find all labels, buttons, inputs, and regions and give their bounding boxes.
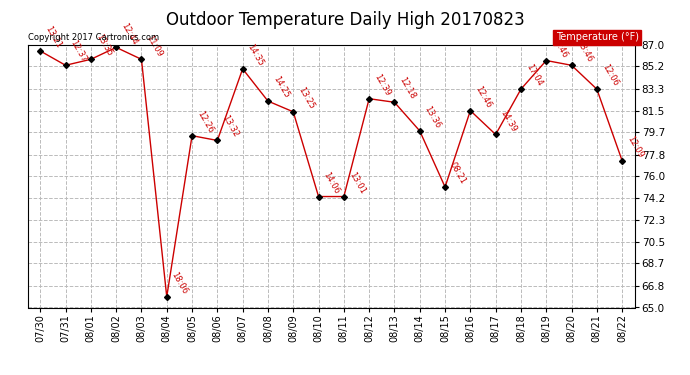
Text: 13:21: 13:21 — [43, 25, 63, 50]
Text: 13:01: 13:01 — [347, 170, 366, 195]
Text: 14:39: 14:39 — [499, 108, 518, 133]
Text: 18:06: 18:06 — [170, 270, 190, 296]
Text: 14:06: 14:06 — [322, 170, 342, 195]
Text: 13:46: 13:46 — [575, 39, 594, 64]
Text: 12:26: 12:26 — [195, 109, 215, 135]
Text: 13:36: 13:36 — [423, 104, 443, 130]
Text: 12:37: 12:37 — [68, 39, 88, 64]
Text: 12:44: 12:44 — [119, 21, 139, 46]
Text: Temperature (°F): Temperature (°F) — [556, 32, 639, 42]
Text: 13:25: 13:25 — [296, 86, 316, 111]
Text: 12:09: 12:09 — [625, 135, 645, 159]
Text: Outdoor Temperature Daily High 20170823: Outdoor Temperature Daily High 20170823 — [166, 11, 524, 29]
Text: 14:25: 14:25 — [271, 75, 290, 100]
Text: Copyright 2017 Cartronics.com: Copyright 2017 Cartronics.com — [28, 33, 159, 42]
Text: 13:35: 13:35 — [94, 33, 114, 58]
Text: 14:35: 14:35 — [246, 42, 266, 68]
Text: 08:21: 08:21 — [448, 160, 468, 186]
Text: 17:04: 17:04 — [524, 63, 544, 88]
Text: 12:46: 12:46 — [473, 84, 493, 109]
Text: 15:46: 15:46 — [549, 34, 569, 59]
Text: 13:32: 13:32 — [220, 114, 240, 139]
Text: 12:39: 12:39 — [372, 72, 392, 98]
Text: 12:06: 12:06 — [600, 63, 620, 88]
Text: 11:09: 11:09 — [144, 33, 164, 58]
Text: 12:18: 12:18 — [397, 76, 417, 101]
